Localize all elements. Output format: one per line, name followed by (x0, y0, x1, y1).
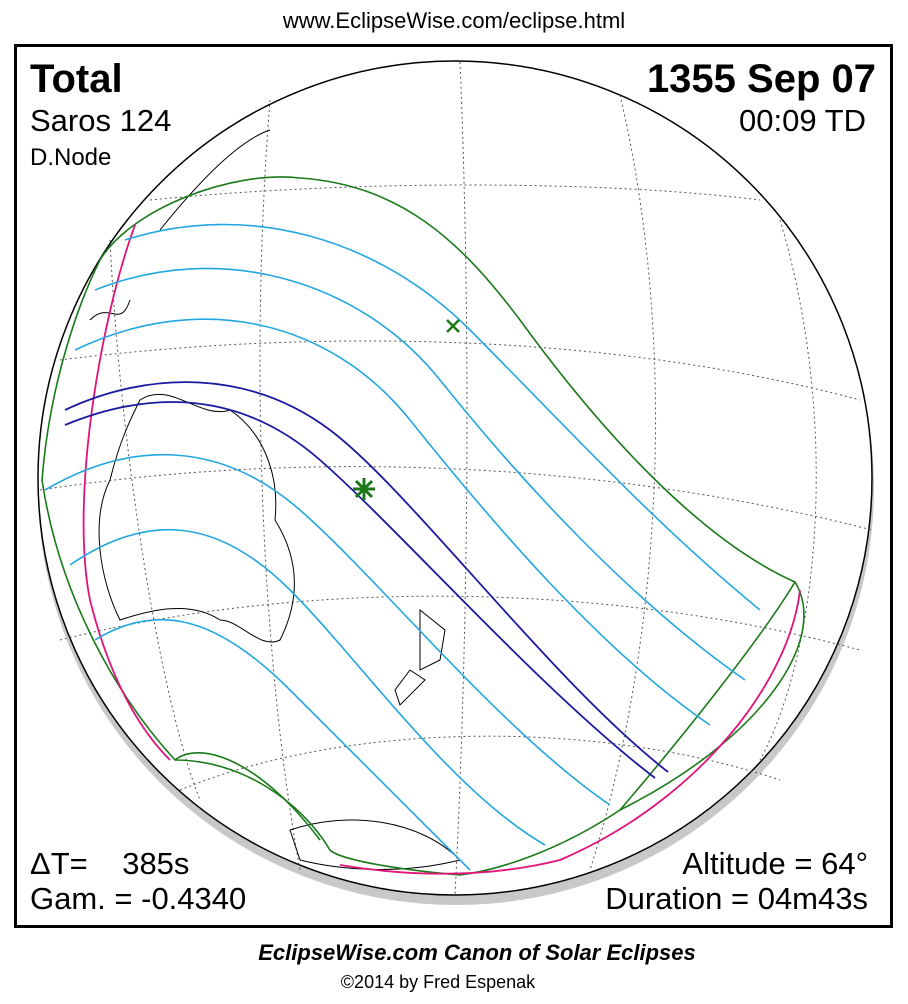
rise-set-curve (339, 589, 801, 875)
url: www.EclipseWise.com/eclipse.html (282, 8, 625, 33)
globe (37, 60, 874, 905)
meridian (109, 239, 201, 801)
greatest-eclipse-subsolar (446, 319, 460, 333)
penumbra-line (94, 267, 746, 681)
new-zealand (394, 608, 446, 706)
copyright: ©2014 by Fred Espenak (341, 972, 536, 992)
eclipse-time: 00:09 TD (739, 103, 866, 138)
gamma: Gam. = -0.4340 (30, 881, 246, 916)
duration: Duration = 04m43s (605, 881, 868, 916)
parallel (59, 595, 861, 651)
globe-disk (37, 60, 873, 896)
penumbra-line (74, 318, 711, 726)
umbra-limit (64, 401, 656, 779)
saros: Saros 124 (30, 103, 171, 138)
penumbra-line (69, 528, 546, 846)
penumbra-line (94, 618, 471, 871)
altitude: Altitude = 64° (682, 846, 868, 881)
penumbra-limit (41, 176, 797, 876)
meridian (259, 99, 301, 871)
parallel (149, 184, 761, 201)
parallel (39, 466, 873, 531)
eclipse-date: 1355 Sep 07 (647, 57, 876, 101)
footer-title: EclipseWise.com Canon of Solar Eclipses (258, 940, 696, 965)
umbra-limit (64, 381, 669, 773)
delta-t: ΔT= 385s (30, 846, 189, 881)
penumbra-line (124, 223, 761, 611)
penumbra-limit (174, 581, 805, 841)
penumbra-line (44, 453, 611, 806)
eclipse-paths (41, 176, 805, 876)
meridian (589, 94, 657, 871)
node: D.Node (30, 144, 111, 171)
eclipse-type: Total (30, 57, 123, 101)
greatest-eclipse-point (353, 478, 375, 500)
rise-set-curve (82, 224, 171, 761)
australia (98, 393, 295, 643)
asia-coast (89, 129, 271, 321)
meridian (454, 61, 468, 896)
